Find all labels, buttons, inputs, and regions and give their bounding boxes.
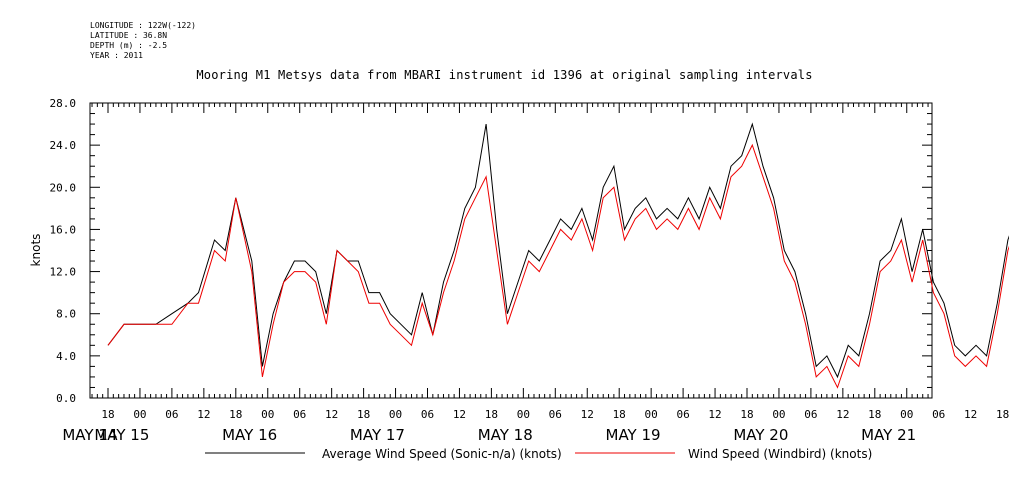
- depth-text: DEPTH (m) : -2.5: [90, 41, 168, 50]
- y-tick-label: 4.0: [56, 350, 76, 363]
- series-line-windbird-wind-speed: [107, 143, 1009, 389]
- x-hour-tick-label: 18: [357, 408, 370, 421]
- x-hour-tick-label: 18: [613, 408, 626, 421]
- x-date-label: MAY 15: [94, 426, 149, 444]
- latitude-text: LATITUDE : 36.8N: [90, 31, 168, 40]
- x-hour-tick-label: 00: [261, 408, 274, 421]
- y-axis: 0.0 4.0 8.0 12.0 16.0 20.0 24.0 28.0: [50, 97, 932, 405]
- x-hour-tick-label: 00: [517, 408, 530, 421]
- y-tick-label: 8.0: [56, 308, 76, 321]
- x-date-label: MAY 18: [478, 426, 533, 444]
- y-axis-title: knots: [29, 234, 43, 267]
- x-axis: 18 00 06 12 18 00 06 12 18 00 06 12 18 00 06 12 18 00 06 12…: [62, 103, 1009, 444]
- x-hour-tick-label: 00: [133, 408, 146, 421]
- x-hour-tick-label: 06: [804, 408, 817, 421]
- longitude-text: LONGITUDE : 122W(-122): [90, 21, 196, 30]
- y-tick-label: 12.0: [50, 266, 77, 279]
- legend-label-average: Average Wind Speed (Sonic-n/a) (knots): [322, 447, 562, 461]
- x-hour-tick-label: 18: [485, 408, 498, 421]
- x-date-label: MAY 16: [222, 426, 277, 444]
- legend-label-windbird: Wind Speed (Windbird) (knots): [688, 447, 872, 461]
- x-hour-tick-label: 06: [421, 408, 434, 421]
- x-hour-tick-label: 18: [101, 408, 114, 421]
- chart-title: Mooring M1 Metsys data from MBARI instru…: [196, 68, 813, 82]
- x-hour-tick-label: 18: [229, 408, 242, 421]
- x-hour-tick-label: 18: [996, 408, 1009, 421]
- x-hour-tick-label: 06: [293, 408, 306, 421]
- x-hour-tick-label: 00: [645, 408, 658, 421]
- x-hour-tick-label: 00: [389, 408, 402, 421]
- x-hour-tick-label: 06: [165, 408, 178, 421]
- y-tick-label: 28.0: [50, 97, 77, 110]
- series-line-average-wind-speed: [107, 122, 1009, 379]
- year-text: YEAR : 2011: [90, 51, 143, 60]
- x-hour-tick-label: 12: [964, 408, 977, 421]
- x-hour-tick-label: 18: [868, 408, 881, 421]
- x-hour-tick-label: 12: [197, 408, 210, 421]
- plot-frame: [89, 102, 933, 399]
- x-hour-tick-label: 12: [325, 408, 338, 421]
- x-hour-tick-label: 12: [836, 408, 849, 421]
- x-date-label: MAY 21: [861, 426, 916, 444]
- y-tick-label: 0.0: [56, 392, 76, 405]
- y-tick-label: 16.0: [50, 223, 77, 236]
- y-tick-label: 20.0: [50, 181, 77, 194]
- x-hour-tick-label: 00: [772, 408, 785, 421]
- x-hour-tick-label: 00: [900, 408, 913, 421]
- x-hour-tick-label: 18: [740, 408, 753, 421]
- legend: Average Wind Speed (Sonic-n/a) (knots) W…: [205, 447, 872, 461]
- x-hour-tick-label: 06: [932, 408, 945, 421]
- series-layer: [107, 122, 1009, 389]
- x-date-label: MAY 14: [62, 426, 117, 444]
- x-date-label: MAY 19: [606, 426, 661, 444]
- y-tick-label: 24.0: [50, 139, 77, 152]
- mooring-metadata: LONGITUDE : 122W(-122) LATITUDE : 36.8N …: [90, 21, 196, 61]
- x-date-label: MAY 17: [350, 426, 405, 444]
- x-hour-tick-label: 12: [581, 408, 594, 421]
- x-hour-tick-label: 06: [549, 408, 562, 421]
- x-date-label: MAY 20: [733, 426, 788, 444]
- x-hour-tick-label: 12: [708, 408, 721, 421]
- x-hour-tick-label: 06: [676, 408, 689, 421]
- x-hour-tick-label: 12: [453, 408, 466, 421]
